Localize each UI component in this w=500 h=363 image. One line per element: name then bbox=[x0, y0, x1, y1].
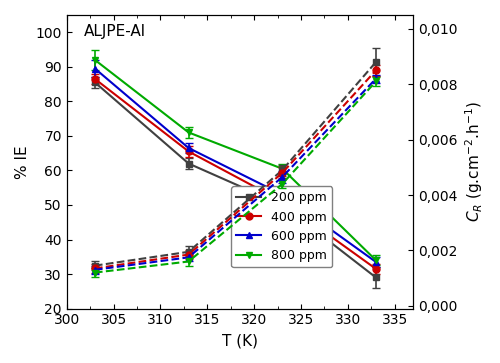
800 ppm bbox=[373, 258, 379, 262]
Legend: 200 ppm, 400 ppm, 600 ppm, 800 ppm: 200 ppm, 400 ppm, 600 ppm, 800 ppm bbox=[231, 186, 332, 267]
Y-axis label: $C_R$ (g.cm$^{-2}$.h$^{-1}$): $C_R$ (g.cm$^{-2}$.h$^{-1}$) bbox=[464, 101, 485, 222]
600 ppm bbox=[279, 192, 285, 197]
Line: 400 ppm: 400 ppm bbox=[92, 76, 380, 272]
Y-axis label: % IE: % IE bbox=[15, 145, 30, 179]
600 ppm bbox=[92, 66, 98, 71]
Line: 600 ppm: 600 ppm bbox=[92, 65, 380, 265]
Line: 800 ppm: 800 ppm bbox=[92, 56, 380, 264]
200 ppm bbox=[186, 161, 192, 166]
400 ppm bbox=[186, 149, 192, 154]
400 ppm bbox=[279, 199, 285, 204]
200 ppm bbox=[279, 203, 285, 207]
600 ppm bbox=[186, 146, 192, 150]
400 ppm bbox=[373, 267, 379, 271]
800 ppm bbox=[186, 130, 192, 135]
800 ppm bbox=[92, 58, 98, 62]
200 ppm bbox=[373, 275, 379, 280]
X-axis label: T (K): T (K) bbox=[222, 333, 258, 348]
200 ppm bbox=[92, 80, 98, 85]
Line: 200 ppm: 200 ppm bbox=[92, 79, 380, 281]
600 ppm bbox=[373, 260, 379, 264]
400 ppm bbox=[92, 77, 98, 81]
800 ppm bbox=[279, 167, 285, 171]
Text: ALJPE-Al: ALJPE-Al bbox=[84, 24, 146, 39]
